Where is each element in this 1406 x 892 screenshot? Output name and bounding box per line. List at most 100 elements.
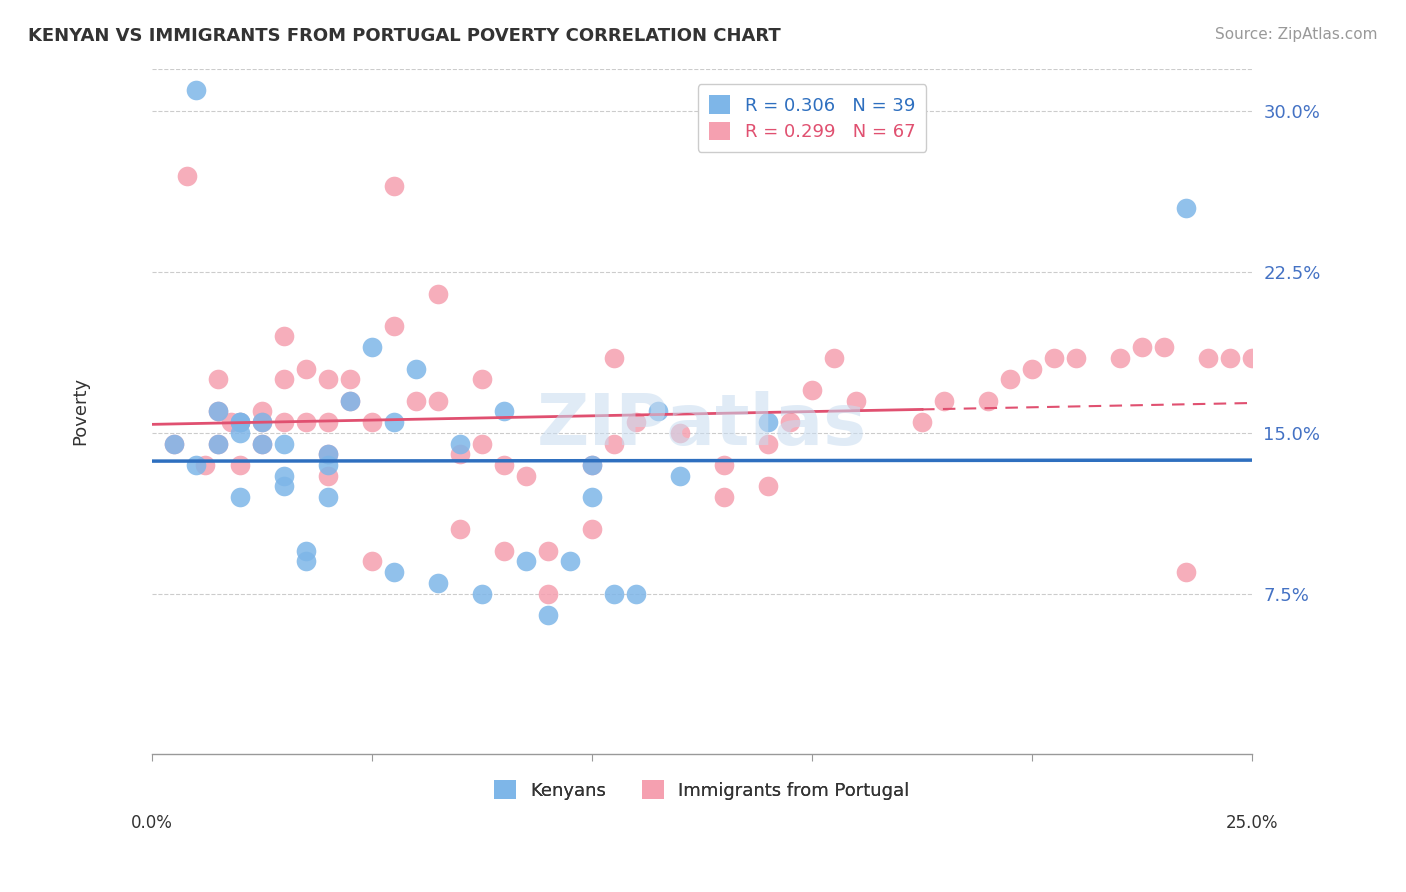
Point [426, 286, 449, 301]
Point [273, 468, 295, 483]
Point [316, 372, 339, 386]
Point [1130, 340, 1153, 354]
Point [581, 458, 603, 472]
Point [360, 554, 382, 568]
Point [603, 436, 626, 450]
Point [426, 575, 449, 590]
Point [382, 415, 405, 429]
Point [207, 404, 229, 418]
Point [756, 479, 779, 493]
Legend: Kenyans, Immigrants from Portugal: Kenyans, Immigrants from Portugal [486, 773, 917, 807]
Point [193, 458, 215, 472]
Point [492, 543, 515, 558]
Point [932, 393, 955, 408]
Text: 0.0%: 0.0% [131, 814, 173, 832]
Point [184, 83, 207, 97]
Point [382, 179, 405, 194]
Point [581, 458, 603, 472]
Point [471, 372, 494, 386]
Point [449, 522, 471, 536]
Point [295, 543, 318, 558]
Point [273, 372, 295, 386]
Point [603, 351, 626, 365]
Point [250, 436, 273, 450]
Point [1153, 340, 1175, 354]
Point [1175, 565, 1198, 579]
Point [176, 169, 198, 183]
Point [801, 383, 824, 397]
Point [207, 404, 229, 418]
Point [647, 404, 669, 418]
Point [207, 436, 229, 450]
Point [492, 404, 515, 418]
Point [360, 415, 382, 429]
Point [229, 425, 252, 440]
Point [219, 415, 242, 429]
Point [998, 372, 1021, 386]
Point [229, 415, 252, 429]
Point [537, 543, 560, 558]
Point [756, 436, 779, 450]
Point [163, 436, 186, 450]
Point [1109, 351, 1132, 365]
Point [624, 586, 647, 600]
Point [471, 586, 494, 600]
Point [756, 415, 779, 429]
Point [713, 458, 735, 472]
Point [515, 468, 537, 483]
Point [449, 447, 471, 461]
Point [295, 415, 318, 429]
Point [492, 458, 515, 472]
Point [316, 490, 339, 504]
Point [229, 458, 252, 472]
Text: 25.0%: 25.0% [1226, 814, 1278, 832]
Point [911, 415, 934, 429]
Point [713, 490, 735, 504]
Point [339, 372, 361, 386]
Point [339, 393, 361, 408]
Point [207, 372, 229, 386]
Point [382, 318, 405, 333]
Point [250, 404, 273, 418]
Point [316, 468, 339, 483]
Point [581, 522, 603, 536]
Point [316, 415, 339, 429]
Point [184, 458, 207, 472]
Point [250, 415, 273, 429]
Text: Source: ZipAtlas.com: Source: ZipAtlas.com [1215, 27, 1378, 42]
Point [558, 554, 581, 568]
Point [581, 490, 603, 504]
Point [273, 415, 295, 429]
Point [449, 436, 471, 450]
Point [977, 393, 1000, 408]
Point [471, 436, 494, 450]
Point [624, 415, 647, 429]
Point [1021, 361, 1043, 376]
Point [273, 329, 295, 343]
Point [207, 436, 229, 450]
Point [669, 468, 692, 483]
Point [316, 447, 339, 461]
Point [845, 393, 868, 408]
Point [1175, 201, 1198, 215]
Point [1064, 351, 1087, 365]
Point [295, 554, 318, 568]
Point [229, 490, 252, 504]
Point [405, 361, 427, 376]
Point [537, 607, 560, 622]
Point [823, 351, 845, 365]
Point [273, 479, 295, 493]
Point [229, 415, 252, 429]
Point [603, 586, 626, 600]
Y-axis label: Poverty: Poverty [72, 377, 89, 445]
Point [515, 554, 537, 568]
Point [779, 415, 801, 429]
Point [339, 393, 361, 408]
Point [316, 447, 339, 461]
Point [405, 393, 427, 408]
Point [163, 436, 186, 450]
Point [1219, 351, 1241, 365]
Point [669, 425, 692, 440]
Point [1197, 351, 1219, 365]
Point [273, 436, 295, 450]
